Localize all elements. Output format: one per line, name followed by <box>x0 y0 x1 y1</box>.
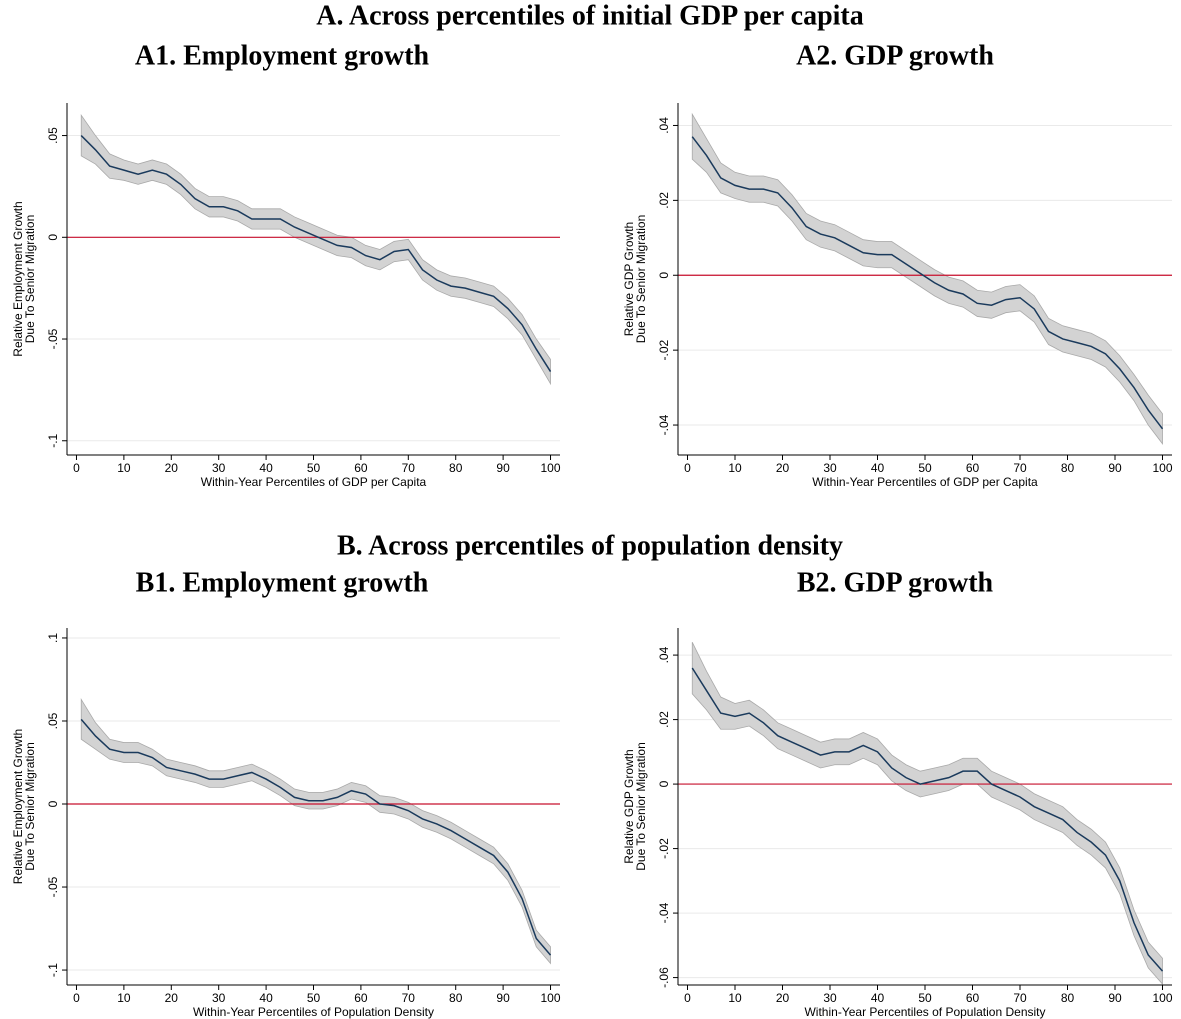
x-tick-label: 60 <box>354 461 368 475</box>
x-tick-label: 20 <box>776 991 790 1005</box>
y-tick-label: 0 <box>657 780 671 787</box>
y-axis-label: Due To Senior Migration <box>23 215 37 344</box>
confidence-band <box>80 697 551 965</box>
x-tick-label: 40 <box>259 461 273 475</box>
x-tick-label: 60 <box>966 461 980 475</box>
x-tick-label: 40 <box>871 991 885 1005</box>
y-axis-label: Due To Senior Migration <box>23 742 37 871</box>
x-tick-label: 100 <box>541 461 561 475</box>
x-tick-label: 50 <box>307 991 321 1005</box>
x-tick-label: 0 <box>73 461 80 475</box>
estimate-line <box>80 135 552 372</box>
x-tick-label: 70 <box>402 991 416 1005</box>
x-tick-label: 60 <box>966 991 980 1005</box>
y-tick-label: .02 <box>657 711 671 728</box>
x-tick-label: 30 <box>212 461 226 475</box>
chart-title: B2. GDP growth <box>797 567 994 598</box>
section-heading: A. Across percentiles of initial GDP per… <box>316 0 864 31</box>
y-tick-label: .02 <box>657 192 671 209</box>
y-axis-label: Relative Employment Growth <box>11 201 25 356</box>
y-tick-label: 0 <box>46 234 60 241</box>
x-tick-label: 10 <box>117 461 131 475</box>
x-tick-label: 80 <box>449 461 463 475</box>
x-tick-label: 40 <box>871 461 885 475</box>
x-tick-label: 30 <box>212 991 226 1005</box>
x-tick-label: 70 <box>1013 991 1027 1005</box>
x-axis-label: Within-Year Percentiles of Population De… <box>193 1005 434 1019</box>
x-tick-label: 30 <box>823 461 837 475</box>
x-tick-label: 50 <box>918 461 932 475</box>
x-tick-label: 60 <box>354 991 368 1005</box>
y-axis-label: Relative Employment Growth <box>11 729 25 884</box>
y-axis-label: Due To Senior Migration <box>634 215 648 344</box>
x-tick-label: 100 <box>1152 461 1172 475</box>
x-tick-label: 20 <box>776 461 790 475</box>
x-tick-label: 90 <box>1108 991 1122 1005</box>
x-tick-label: 20 <box>165 991 179 1005</box>
x-tick-label: 50 <box>918 991 932 1005</box>
x-tick-label: 20 <box>165 461 179 475</box>
x-tick-label: 40 <box>259 991 273 1005</box>
x-tick-label: 0 <box>684 461 691 475</box>
y-tick-label: 0 <box>46 800 60 807</box>
y-tick-label: .04 <box>657 646 671 663</box>
x-tick-label: 0 <box>684 991 691 1005</box>
y-axis-label: Relative GDP Growth <box>622 749 636 864</box>
y-tick-label: -.1 <box>46 433 60 447</box>
y-tick-label: .04 <box>657 117 671 134</box>
confidence-band <box>80 113 551 386</box>
y-tick-label: -.04 <box>657 414 671 435</box>
y-tick-label: -.05 <box>46 876 60 897</box>
y-axis-label: Due To Senior Migration <box>634 742 648 871</box>
x-tick-label: 10 <box>728 991 742 1005</box>
x-axis-label: Within-Year Percentiles of Population De… <box>804 1005 1045 1019</box>
x-tick-label: 80 <box>1061 461 1075 475</box>
y-tick-label: 0 <box>657 272 671 279</box>
x-axis-label: Within-Year Percentiles of GDP per Capit… <box>201 475 427 489</box>
confidence-band <box>691 642 1163 986</box>
x-tick-label: 0 <box>73 991 80 1005</box>
x-tick-label: 30 <box>823 991 837 1005</box>
confidence-band <box>691 112 1163 445</box>
y-tick-label: -.04 <box>657 902 671 923</box>
x-tick-label: 90 <box>1108 461 1122 475</box>
x-tick-label: 70 <box>1013 461 1027 475</box>
x-tick-label: 70 <box>402 461 416 475</box>
y-tick-label: .05 <box>46 127 60 144</box>
estimate-line <box>80 718 552 956</box>
x-tick-label: 50 <box>307 461 321 475</box>
chart-title: B1. Employment growth <box>136 567 429 598</box>
chart-title: A1. Employment growth <box>135 40 430 71</box>
x-tick-label: 90 <box>496 461 510 475</box>
x-tick-label: 90 <box>496 991 510 1005</box>
chart-title: A2. GDP growth <box>796 40 994 71</box>
y-tick-label: .1 <box>46 633 60 643</box>
estimate-line <box>691 136 1164 430</box>
x-tick-label: 10 <box>117 991 131 1005</box>
x-tick-label: 100 <box>1152 991 1172 1005</box>
x-tick-label: 100 <box>541 991 561 1005</box>
y-tick-label: -.1 <box>46 963 60 977</box>
y-tick-label: -.02 <box>657 838 671 859</box>
x-tick-label: 10 <box>728 461 742 475</box>
y-tick-label: -.05 <box>46 328 60 349</box>
y-tick-label: -.06 <box>657 967 671 988</box>
x-tick-label: 80 <box>449 991 463 1005</box>
section-heading: B. Across percentiles of population dens… <box>337 530 843 561</box>
y-tick-label: -.02 <box>657 339 671 360</box>
x-axis-label: Within-Year Percentiles of GDP per Capit… <box>812 475 1038 489</box>
y-tick-label: .05 <box>46 712 60 729</box>
estimate-line <box>691 667 1164 972</box>
y-axis-label: Relative GDP Growth <box>622 222 636 337</box>
x-tick-label: 80 <box>1061 991 1075 1005</box>
